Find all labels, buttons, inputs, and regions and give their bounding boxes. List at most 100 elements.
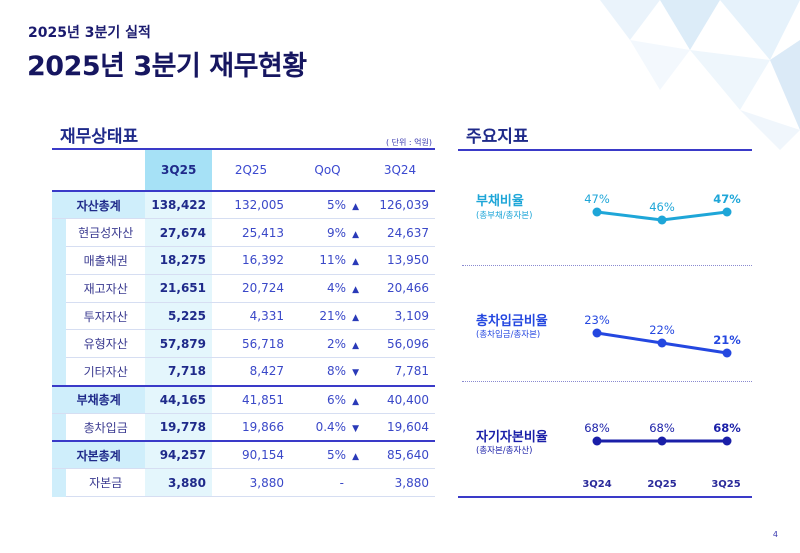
value-3q25: 5,225 — [145, 302, 212, 331]
data-label: 47% — [584, 192, 610, 206]
row-indent — [52, 468, 66, 497]
metric-formula-equity-ratio: (총자본/총자산) — [476, 446, 533, 456]
col-qoq: QoQ — [290, 150, 365, 192]
table-row: 부채총계 44,165 41,851 6% ▲ 40,400 — [52, 384, 435, 414]
data-point — [722, 436, 732, 446]
page-title: 2025년 3분기 재무현황 — [27, 51, 307, 82]
triangle-up-icon: ▲ — [352, 229, 359, 240]
row-label: 재고자산 — [66, 274, 146, 303]
row-label: 자본금 — [66, 468, 146, 498]
data-point — [657, 436, 667, 446]
data-point — [722, 207, 732, 217]
data-label: 46% — [649, 200, 675, 214]
triangle-up-icon: ▲ — [352, 396, 359, 407]
metric-formula-debt-ratio: (총부채/총자본) — [476, 211, 533, 221]
value-3q24: 19,604 — [365, 413, 435, 442]
balance-sheet-table: 3Q25 2Q25 QoQ 3Q24 자산총계 138,422 132,005 5% ▲… — [52, 150, 435, 498]
data-point — [592, 328, 602, 338]
row-indent — [52, 357, 66, 386]
unit-label: ( 단위 : 억원) — [386, 138, 433, 147]
data-point — [722, 348, 732, 358]
value-3q24: 13,950 — [365, 246, 435, 275]
value-qoq: 9% ▲ — [290, 218, 365, 248]
table-row: 총차입금 19,778 19,866 0.4% ▼ 19,604 — [52, 413, 435, 442]
row-label: 투자자산 — [66, 302, 146, 331]
value-3q25: 138,422 — [145, 190, 212, 220]
value-2q25: 4,331 — [212, 302, 290, 331]
value-3q24: 56,096 — [365, 329, 435, 359]
table-row: 유형자산 57,879 56,718 2% ▲ 56,096 — [52, 329, 435, 359]
row-label: 총차입금 — [66, 413, 146, 442]
value-qoq: 0.4% ▼ — [290, 413, 365, 442]
row-label: 현금성자산 — [66, 218, 146, 248]
triangle-up-icon: ▲ — [352, 257, 359, 268]
page-subtitle: 2025년 3분기 실적 — [28, 25, 151, 41]
value-3q24: 40,400 — [365, 384, 435, 414]
row-label: 부채총계 — [52, 384, 146, 414]
col-3q25: 3Q25 — [145, 150, 212, 192]
value-qoq: 11% ▲ — [290, 246, 365, 275]
value-3q24: 85,640 — [365, 440, 435, 470]
data-label: 23% — [584, 313, 610, 327]
value-2q25: 8,427 — [212, 357, 290, 387]
indicators-divider — [458, 149, 752, 151]
value-2q25: 3,880 — [212, 468, 290, 498]
value-3q24: 24,637 — [365, 218, 435, 248]
col-3q24: 3Q24 — [365, 150, 435, 192]
qoq-text: - — [339, 475, 344, 490]
value-3q24: 20,466 — [365, 274, 435, 303]
value-2q25: 41,851 — [212, 384, 290, 414]
data-label: 68% — [713, 421, 741, 435]
table-row: 기타자산 7,718 8,427 8% ▼ 7,781 — [52, 357, 435, 387]
row-indent — [52, 274, 66, 303]
row-label: 유형자산 — [66, 329, 146, 359]
data-label: 68% — [584, 421, 610, 435]
dotted-divider — [462, 265, 752, 266]
qoq-text: 4% — [327, 281, 347, 296]
value-3q25: 27,674 — [145, 218, 212, 248]
row-label: 자본총계 — [52, 440, 146, 470]
qoq-text: 21% — [319, 309, 347, 324]
value-3q25: 21,651 — [145, 274, 212, 303]
value-2q25: 19,866 — [212, 413, 290, 442]
triangle-up-icon: ▲ — [352, 340, 359, 351]
background-triangle-pattern — [600, 0, 800, 150]
triangle-up-icon: ▲ — [352, 313, 359, 324]
value-2q25: 20,724 — [212, 274, 290, 303]
data-point — [592, 207, 602, 217]
value-qoq: 4% ▲ — [290, 274, 365, 303]
table-row: 재고자산 21,651 20,724 4% ▲ 20,466 — [52, 274, 435, 303]
qoq-text: 9% — [327, 225, 347, 240]
qoq-text: 5% — [327, 198, 347, 213]
value-2q25: 16,392 — [212, 246, 290, 275]
col-2q25: 2Q25 — [212, 150, 290, 192]
row-indent — [52, 246, 66, 275]
data-label: 47% — [713, 192, 741, 206]
value-3q25: 19,778 — [145, 413, 212, 442]
value-3q24: 126,039 — [365, 190, 435, 220]
table-row: 자산총계 138,422 132,005 5% ▲ 126,039 — [52, 190, 435, 220]
x-label: 3Q24 — [582, 479, 612, 490]
value-2q25: 56,718 — [212, 329, 290, 359]
data-point — [657, 338, 667, 348]
data-label: 68% — [649, 421, 675, 435]
value-2q25: 90,154 — [212, 440, 290, 470]
value-3q25: 94,257 — [145, 440, 212, 470]
triangle-up-icon: ▲ — [352, 285, 359, 296]
qoq-text: 2% — [327, 336, 347, 351]
table-row: 자본총계 94,257 90,154 5% ▲ 85,640 — [52, 440, 435, 470]
triangle-up-icon: ▲ — [352, 452, 359, 463]
value-qoq: 21% ▲ — [290, 302, 365, 331]
value-3q25: 57,879 — [145, 329, 212, 359]
balance-sheet-title: 재무상태표 — [60, 127, 139, 147]
value-qoq: 5% ▲ — [290, 190, 365, 220]
value-3q24: 3,880 — [365, 468, 435, 498]
x-label: 2Q25 — [647, 479, 677, 490]
table-row: 투자자산 5,225 4,331 21% ▲ 3,109 — [52, 302, 435, 331]
row-indent — [52, 413, 66, 442]
data-label: 22% — [649, 323, 675, 337]
value-3q25: 44,165 — [145, 384, 212, 414]
header-empty — [52, 150, 146, 192]
data-label: 21% — [713, 333, 741, 347]
